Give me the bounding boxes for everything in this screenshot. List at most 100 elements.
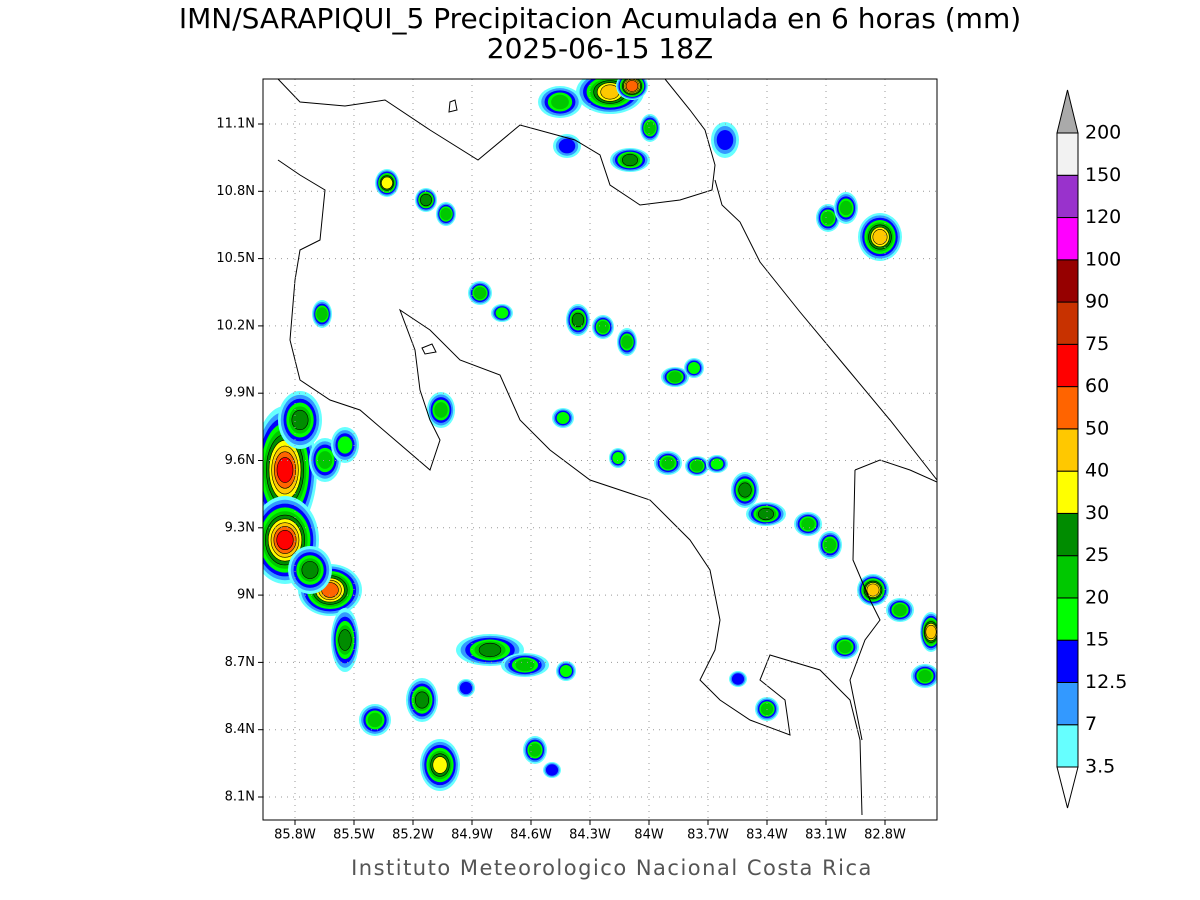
precip-contour	[918, 669, 932, 683]
lat-tick-label: 9.9N	[225, 386, 255, 401]
precip-contour	[459, 681, 473, 695]
precip-contour	[317, 451, 333, 469]
colorbar-box	[1056, 259, 1079, 303]
precip-contour	[367, 712, 383, 728]
colorbar-box	[1056, 217, 1079, 261]
colorbar-label: 100	[1085, 248, 1121, 270]
precip-contour	[440, 207, 452, 221]
precip-contour	[381, 176, 393, 190]
precip-contour	[716, 130, 734, 150]
precip-contour	[731, 673, 745, 685]
precip-contour	[839, 200, 853, 216]
lon-tick-label: 82.8W	[864, 828, 906, 843]
colorbar-box	[1056, 428, 1079, 472]
colorbar-label: 90	[1085, 291, 1109, 313]
subtitle: 2025-06-15 18Z	[487, 32, 713, 65]
precip-contour	[301, 561, 319, 579]
precip-contour	[622, 153, 638, 167]
colorbar-label: 40	[1085, 460, 1109, 482]
precip-contour	[866, 583, 880, 597]
precip-contour	[758, 507, 774, 521]
lon-tick-label: 84.6W	[510, 828, 552, 843]
colorbar-label: 50	[1085, 417, 1109, 439]
lat-tick-label: 10.2N	[216, 318, 255, 333]
precip-contour	[621, 335, 633, 349]
precip-contour	[560, 665, 572, 677]
precip-contour	[291, 409, 309, 431]
precip-contour	[556, 412, 570, 424]
colorbar-label: 60	[1085, 375, 1109, 397]
precip-contour	[668, 371, 682, 383]
lat-tick-label: 8.7N	[225, 655, 255, 670]
lon-tick-label: 85.8W	[274, 828, 316, 843]
colorbar-label: 150	[1085, 164, 1121, 186]
precip-contour	[420, 193, 432, 207]
colorbar-box	[1056, 681, 1079, 726]
colorbar-label: 25	[1085, 544, 1109, 566]
lat-tick-label: 8.4N	[225, 722, 255, 737]
colorbar-label: 75	[1085, 333, 1109, 355]
precip-contour	[432, 756, 448, 774]
colorbar-box	[1056, 597, 1079, 641]
graticule: 11.1N 10.8N 10.5N 10.2N 9.9N 9.6N 9.3N 9N 8.7N 8.…	[216, 79, 937, 843]
precip-contour	[337, 436, 353, 454]
colorbar-label: 20	[1085, 586, 1109, 608]
precip-contour	[823, 538, 837, 552]
colorbar-box	[1056, 343, 1079, 388]
precip-contour	[710, 458, 724, 470]
precip-contour	[551, 94, 569, 110]
precip-field	[263, 79, 937, 791]
lon-tick-label: 84.3W	[569, 828, 611, 843]
precip-contour	[821, 211, 835, 225]
colorbar-box	[1056, 512, 1079, 557]
precip-contour	[690, 460, 704, 472]
colorbar-box	[1056, 301, 1079, 345]
colorbar-label: 200	[1085, 122, 1121, 144]
colorbar-label: 3.5	[1085, 756, 1115, 778]
precip-contour	[571, 312, 585, 328]
precip-contour	[688, 362, 700, 374]
precip-contour	[661, 456, 675, 470]
colorbar-over	[1056, 89, 1079, 134]
precip-contour	[738, 482, 752, 498]
colorbar-label: 7	[1085, 713, 1097, 735]
lon-tick-label: 83.7W	[687, 828, 729, 843]
precip-contour	[414, 691, 430, 709]
colorbar-box	[1056, 132, 1079, 176]
colorbar-box	[1056, 386, 1079, 430]
lat-tick-label: 10.8N	[216, 184, 255, 199]
precip-contour	[625, 80, 639, 92]
precip-contour	[495, 307, 509, 319]
colorbar-box	[1056, 639, 1079, 683]
precip-contour	[612, 452, 624, 464]
colorbar-under	[1056, 766, 1079, 809]
precip-contour	[801, 517, 815, 531]
colorbar-label: 12.5	[1085, 671, 1127, 693]
lon-tick-label: 84W	[634, 828, 664, 843]
colorbar-label: 120	[1085, 206, 1121, 228]
lat-tick-label: 9N	[237, 588, 255, 603]
colorbar-label: 15	[1085, 629, 1109, 651]
precip-contour	[872, 229, 888, 245]
map-frame	[262, 78, 938, 821]
precip-contour	[925, 624, 937, 640]
lon-tick-label: 85.5W	[333, 828, 375, 843]
precip-contour	[478, 642, 502, 658]
precip-contour	[515, 658, 535, 672]
precip-contour	[545, 764, 559, 776]
colorbar-label: 30	[1085, 502, 1109, 524]
colorbar-box	[1056, 724, 1079, 768]
precip-contour	[838, 640, 852, 654]
precip-contour	[276, 457, 294, 483]
precip-contour	[558, 138, 576, 154]
precip-contour	[338, 629, 352, 651]
colorbar-box	[1056, 470, 1079, 514]
lon-tick-label: 85.2W	[392, 828, 434, 843]
precip-contour	[644, 121, 656, 135]
precip-contour	[597, 320, 609, 334]
lon-tick-label: 84.9W	[451, 828, 493, 843]
credit: Instituto Meteorologico Nacional Costa R…	[351, 856, 873, 880]
colorbar: 3.5 7 12.5 15 20 25 30 40 50 60 75 90 100 120 150 200	[1056, 89, 1127, 809]
precip-contour	[473, 286, 487, 300]
